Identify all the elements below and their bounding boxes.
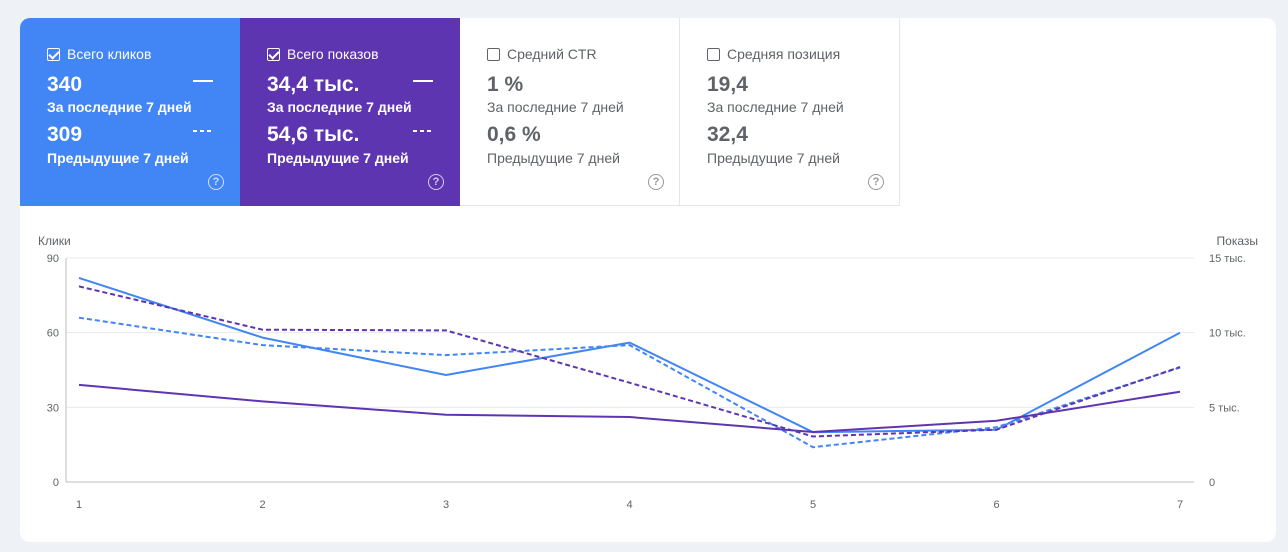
y-right-tick-label: 5 тыс. [1209,402,1240,414]
card-average-position[interactable]: Средняя позиция 19,4 За последние 7 дней… [680,18,900,206]
card-label: Средняя позиция [727,46,841,62]
x-tick-label: 1 [76,499,82,511]
x-tick-label: 3 [443,499,449,511]
card-average-ctr[interactable]: Средний CTR 1 % За последние 7 дней 0,6 … [460,18,680,206]
help-icon[interactable]: ? [428,174,444,190]
checkbox-icon[interactable] [47,47,60,61]
y-left-tick-label: 0 [53,477,59,489]
card-label: Всего кликов [67,46,152,62]
help-icon[interactable]: ? [868,174,884,190]
series-line-clicks-previous [78,316,1181,449]
previous-value: 54,6 тыс. [267,123,360,146]
current-value: 340 [47,73,83,96]
card-label: Всего показов [287,46,379,62]
x-tick-label: 6 [993,499,999,511]
current-period-label: За последние 7 дней [487,99,624,115]
previous-period-label: Предыдущие 7 дней [487,150,620,166]
checkbox-icon[interactable] [487,47,500,61]
previous-value: 0,6 % [487,123,541,146]
help-icon[interactable]: ? [648,174,664,190]
previous-value: 309 [47,123,83,146]
card-header: Средний CTR [487,46,597,62]
right-axis-title: Показы [1217,234,1258,248]
y-left-tick-label: 60 [47,328,59,340]
chart-ticks: 0 0 30 5 тыс. 60 10 тыс. 90 15 тыс. 1 2 3 4 5 6 7 [47,253,1246,511]
series-line-impressions-current [78,383,1181,433]
y-right-tick-label: 15 тыс. [1209,253,1246,265]
metric-cards: Всего кликов 340 За последние 7 дней 309… [20,18,900,206]
series-line-impressions-previous [78,285,1181,438]
previous-period-label: Предыдущие 7 дней [267,150,409,166]
card-header: Всего кликов [47,46,151,62]
solid-line-legend-icon [413,80,433,82]
help-icon[interactable]: ? [208,174,224,190]
left-axis-title: Клики [38,234,71,248]
current-period-label: За последние 7 дней [267,99,412,115]
current-value: 19,4 [707,73,748,96]
series-line-clicks-current [78,276,1181,434]
previous-period-label: Предыдущие 7 дней [47,150,189,166]
current-value: 1 % [487,73,524,96]
x-tick-label: 5 [810,499,816,511]
x-tick-label: 7 [1177,499,1183,511]
previous-value: 32,4 [707,123,748,146]
checkbox-icon[interactable] [707,47,720,61]
current-period-label: За последние 7 дней [707,99,844,115]
solid-line-legend-icon [193,80,213,82]
card-label: Средний CTR [507,46,597,62]
y-left-tick-label: 90 [47,253,59,265]
card-total-impressions[interactable]: Всего показов 34,4 тыс. За последние 7 д… [240,18,460,206]
x-tick-label: 2 [259,499,265,511]
dashed-line-legend-icon [193,130,213,132]
x-tick-label: 4 [626,499,632,511]
y-left-tick-label: 30 [47,402,59,414]
previous-period-label: Предыдущие 7 дней [707,150,840,166]
performance-panel: Всего кликов 340 За последние 7 дней 309… [20,18,1276,542]
current-period-label: За последние 7 дней [47,99,192,115]
y-right-tick-label: 0 [1209,477,1215,489]
checkbox-icon[interactable] [267,47,280,61]
dashed-line-legend-icon [413,130,433,132]
card-header: Всего показов [267,46,379,62]
chart-grid [65,257,1194,483]
card-total-clicks[interactable]: Всего кликов 340 За последние 7 дней 309… [20,18,240,206]
chart-lines [78,276,1181,449]
card-header: Средняя позиция [707,46,840,62]
performance-chart: Клики Показы 0 0 30 5 тыс. 60 10 тыс. 90 15 тыс… [38,234,1258,511]
y-right-tick-label: 10 тыс. [1209,328,1246,340]
current-value: 34,4 тыс. [267,73,360,96]
